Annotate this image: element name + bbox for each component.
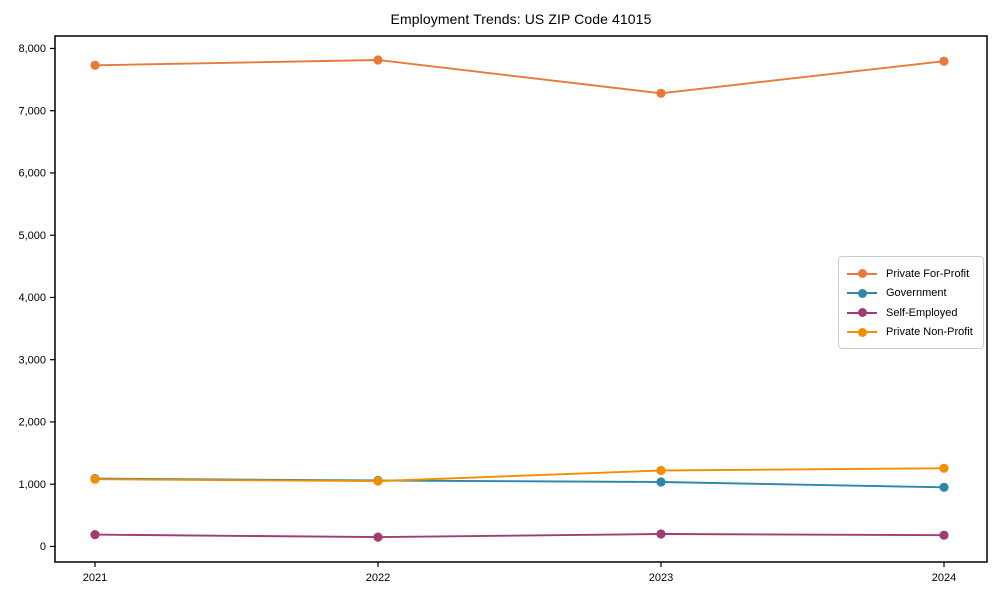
chart-title: Employment Trends: US ZIP Code 41015 xyxy=(390,11,652,27)
legend-dot-swatch xyxy=(857,308,867,318)
x-tick-label: 2021 xyxy=(83,572,107,584)
data-point-government-2024 xyxy=(939,482,949,492)
legend-item-government: Government xyxy=(847,284,975,304)
data-point-private-for-profit-2023 xyxy=(656,88,666,98)
data-point-private-non-profit-2024 xyxy=(939,463,949,473)
x-tick-label: 2024 xyxy=(932,572,956,584)
legend-marker-self-employed-icon xyxy=(847,307,877,318)
legend-item-private-for-profit: Private For-Profit xyxy=(847,264,975,284)
plot-border xyxy=(54,35,988,563)
legend-marker-private-for-profit-icon xyxy=(847,268,877,279)
y-tick-label: 7,000 xyxy=(18,105,46,117)
data-point-self-employed-2024 xyxy=(939,530,949,540)
y-tick-label: 0 xyxy=(40,541,46,553)
legend-label-government: Government xyxy=(886,287,947,300)
data-point-government-2023 xyxy=(656,477,666,487)
legend-marker-government-icon xyxy=(847,288,877,299)
y-tick-label: 2,000 xyxy=(18,417,46,429)
legend-label-private-for-profit: Private For-Profit xyxy=(886,267,970,280)
legend-item-private-non-profit: Private Non-Profit xyxy=(847,323,975,343)
y-tick-label: 4,000 xyxy=(18,292,46,304)
legend-label-self-employed: Self-Employed xyxy=(886,306,958,319)
data-point-self-employed-2022 xyxy=(373,532,383,542)
legend-marker-private-non-profit-icon xyxy=(847,327,877,338)
series-line-private-non-profit xyxy=(94,467,945,483)
data-point-self-employed-2023 xyxy=(656,529,666,539)
data-point-self-employed-2021 xyxy=(90,530,100,540)
legend-dot-swatch xyxy=(857,288,867,298)
y-tick-label: 5,000 xyxy=(18,230,46,242)
x-tick-label: 2023 xyxy=(649,572,673,584)
legend: Private For-Profit Government Self-Employe… xyxy=(838,256,984,349)
series-line-self-employed xyxy=(94,533,945,539)
legend-item-self-employed: Self-Employed xyxy=(847,303,975,323)
x-tick-label: 2022 xyxy=(366,572,390,584)
data-point-private-non-profit-2021 xyxy=(90,474,100,484)
y-tick-label: 6,000 xyxy=(18,168,46,180)
y-tick-label: 3,000 xyxy=(18,354,46,366)
series-line-private-for-profit xyxy=(94,59,945,95)
data-point-private-for-profit-2021 xyxy=(90,60,100,70)
data-point-private-for-profit-2022 xyxy=(373,55,383,65)
legend-dot-swatch xyxy=(857,269,867,279)
data-point-private-non-profit-2023 xyxy=(656,465,666,476)
data-point-private-for-profit-2024 xyxy=(939,56,949,66)
legend-label-private-non-profit: Private Non-Profit xyxy=(886,326,973,339)
legend-dot-swatch xyxy=(857,327,867,337)
y-tick-label: 1,000 xyxy=(18,479,46,491)
y-tick-label: 8,000 xyxy=(18,43,46,55)
data-point-private-non-profit-2022 xyxy=(373,476,383,486)
